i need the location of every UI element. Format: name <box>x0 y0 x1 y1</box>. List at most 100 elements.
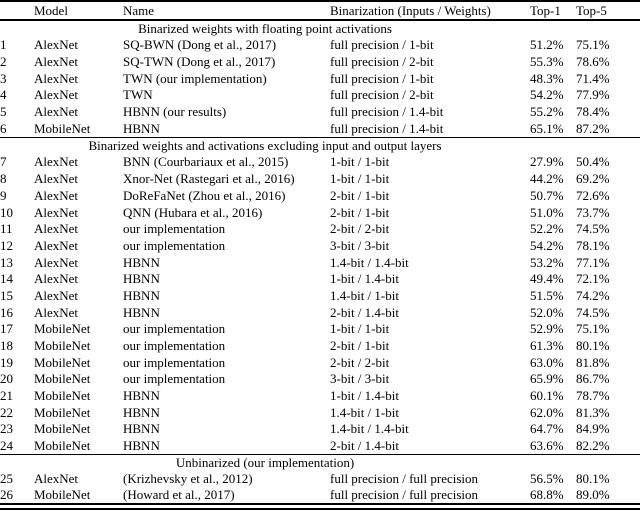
cell-top1: 64.7% <box>530 421 564 437</box>
cell-rownum: 8 <box>0 171 7 187</box>
cell-top1: 63.0% <box>530 354 564 370</box>
cell-top1: 52.2% <box>530 221 564 237</box>
cell-binarization: 1.4-bit / 1.4-bit <box>330 421 409 437</box>
table-row: 15 AlexNet HBNN 1.4-bit / 1-bit 51.5% 74.2% <box>0 288 640 305</box>
cell-name: TWN (our implementation) <box>123 70 267 86</box>
cell-model: AlexNet <box>34 187 79 203</box>
cell-top1: 27.9% <box>530 154 564 170</box>
cell-rownum: 4 <box>0 87 7 103</box>
table-row: 4 AlexNet TWN full precision / 2-bit 54.2% 77… <box>0 87 640 104</box>
cell-top1: 63.6% <box>530 437 576 455</box>
cell-model: AlexNet <box>34 271 79 287</box>
cell-model: MobileNet <box>34 321 91 337</box>
results-table: Model Name Binarization (Inputs / Weight… <box>0 0 640 505</box>
cell-model: AlexNet <box>34 104 79 120</box>
header-cell-top5: Top-5 <box>576 0 640 21</box>
cell-binarization: 1-bit / 1.4-bit <box>330 388 399 404</box>
table-row: 17 MobileNet our implementation 1-bit / 1-b… <box>0 321 640 338</box>
header-cell-name: Name <box>123 0 330 21</box>
cell-rownum: 12 <box>0 237 13 253</box>
cell-rownum: 17 <box>0 321 13 337</box>
cell-binarization: 2-bit / 1-bit <box>330 187 390 203</box>
cell-model: AlexNet <box>34 37 79 53</box>
cell-top1: 56.5% <box>530 471 564 486</box>
table-row: 12 AlexNet our implementation 3-bit / 3-bit… <box>0 238 640 255</box>
cell-rownum: 14 <box>0 271 13 287</box>
table-row: 9 AlexNet DoReFaNet (Zhou et al., 2016) 2-b… <box>0 188 640 205</box>
cell-binarization: 1.4-bit / 1-bit <box>330 287 399 303</box>
cell-model: AlexNet <box>34 237 79 253</box>
cell-binarization: 1-bit / 1-bit <box>330 154 390 170</box>
bottom-double-rule <box>0 508 640 510</box>
cell-top5: 80.1% <box>576 471 610 486</box>
cell-name: HBNN <box>123 404 160 420</box>
section-header-row: Binarized weights and activations exclud… <box>0 137 640 154</box>
table-row: 26 MobileNet (Howard et al., 2017) full pre… <box>0 487 640 505</box>
section-title-spacer <box>530 137 576 154</box>
cell-top5: 82.2% <box>576 437 640 455</box>
cell-top1: 54.2% <box>530 237 564 253</box>
cell-model: MobileNet <box>34 404 91 420</box>
table-row: 10 AlexNet QNN (Hubara et al., 2016) 2-bit … <box>0 204 640 221</box>
cell-top5: 87.2% <box>576 120 640 138</box>
table-row: 16 AlexNet HBNN 2-bit / 1.4-bit 52.0% 74.5% <box>0 304 640 321</box>
table-section: Unbinarized (our implementation) 25 AlexNe… <box>0 455 640 505</box>
cell-top5: 75.1% <box>576 321 610 337</box>
cell-binarization: 1-bit / 1-bit <box>330 321 390 337</box>
cell-top1: 62.0% <box>530 404 564 420</box>
cell-rownum: 19 <box>0 354 13 370</box>
section-title: Unbinarized (our implementation) <box>175 455 355 470</box>
cell-name: our implementation <box>123 221 226 237</box>
cell-binarization: 2-bit / 1-bit <box>330 338 390 354</box>
cell-top1: 51.5% <box>530 287 564 303</box>
cell-top5: 75.1% <box>576 37 610 53</box>
table-row: 3 AlexNet TWN (our implementation) full pre… <box>0 70 640 87</box>
section-title-spacer <box>576 455 640 472</box>
cell-name: our implementation <box>123 321 226 337</box>
cell-name: QNN (Hubara et al., 2016) <box>123 204 263 220</box>
cell-name: our implementation <box>123 371 226 387</box>
cell-name: SQ-TWN (Dong et al., 2017) <box>123 54 276 70</box>
cell-name: HBNN <box>123 254 160 270</box>
cell-rownum: 10 <box>0 204 13 220</box>
cell-top1: 65.9% <box>530 371 564 387</box>
cell-binarization: full precision / 2-bit <box>330 54 434 70</box>
cell-name: HBNN <box>123 421 160 437</box>
cell-top5: 74.2% <box>576 287 610 303</box>
cell-model: AlexNet <box>34 471 79 486</box>
cell-rownum: 22 <box>0 404 13 420</box>
cell-top5: 89.0% <box>576 487 640 505</box>
cell-name: HBNN <box>123 437 330 455</box>
cell-rownum: 20 <box>0 371 13 387</box>
cell-model: AlexNet <box>34 70 79 86</box>
table-row: 21 MobileNet HBNN 1-bit / 1.4-bit 60.1% 78.7% <box>0 388 640 405</box>
cell-top5: 50.4% <box>576 154 610 170</box>
cell-binarization: full precision / 1.4-bit <box>330 120 530 138</box>
cell-top5: 78.6% <box>576 54 610 70</box>
table-row: 22 MobileNet HBNN 1.4-bit / 1-bit 62.0% 81.3% <box>0 404 640 421</box>
header-cell-model: Model <box>34 0 123 21</box>
section-title-spacer <box>576 20 640 37</box>
cell-name: our implementation <box>123 354 226 370</box>
cell-binarization: 3-bit / 3-bit <box>330 371 390 387</box>
cell-rownum: 25 <box>0 471 13 486</box>
cell-model: MobileNet <box>34 388 91 404</box>
cell-rownum: 23 <box>0 421 13 437</box>
cell-model: MobileNet <box>34 371 91 387</box>
cell-rownum: 15 <box>0 287 13 303</box>
cell-top1: 48.3% <box>530 70 564 86</box>
cell-model: AlexNet <box>34 221 79 237</box>
table-row: 23 MobileNet HBNN 1.4-bit / 1.4-bit 64.7% 84.… <box>0 421 640 438</box>
table-row: 8 AlexNet Xnor-Net (Rastegari et al., 2016… <box>0 171 640 188</box>
cell-top5: 78.7% <box>576 388 610 404</box>
cell-name: our implementation <box>123 237 226 253</box>
cell-top1: 68.8% <box>530 487 576 505</box>
cell-binarization: full precision / 2-bit <box>330 87 434 103</box>
cell-binarization: 1-bit / 1-bit <box>330 171 390 187</box>
cell-top1: 54.2% <box>530 87 564 103</box>
cell-top1: 60.1% <box>530 388 564 404</box>
cell-name: TWN <box>123 87 153 103</box>
table-row: 19 MobileNet our implementation 2-bit / 2-b… <box>0 354 640 371</box>
cell-top1: 55.2% <box>530 104 564 120</box>
